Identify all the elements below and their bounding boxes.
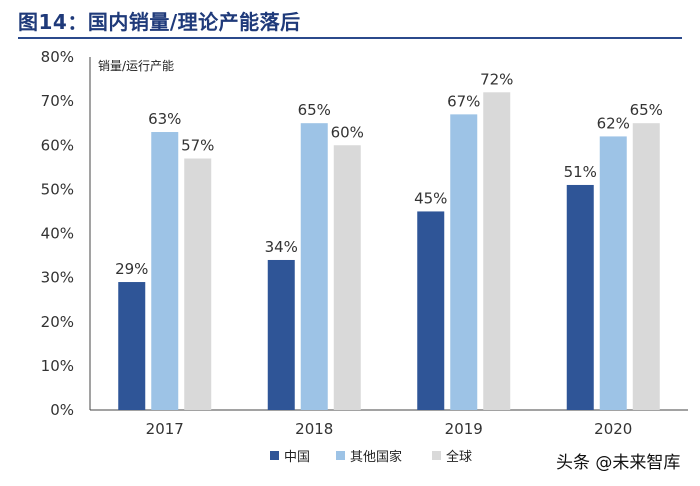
y-tick-label: 60% bbox=[41, 136, 74, 154]
x-tick-label: 2017 bbox=[146, 420, 184, 438]
bar-中国-2019 bbox=[417, 211, 445, 410]
data-label: 65% bbox=[298, 101, 331, 119]
legend-label: 其他国家 bbox=[350, 449, 402, 465]
bar-其他国家-2017 bbox=[151, 132, 179, 410]
legend-swatch-中国 bbox=[270, 451, 279, 460]
data-label: 65% bbox=[630, 101, 663, 119]
bar-全球-2018 bbox=[333, 145, 361, 410]
y-tick-label: 10% bbox=[41, 357, 74, 375]
data-label: 57% bbox=[181, 136, 214, 154]
legend-swatch-其他国家 bbox=[336, 451, 345, 460]
y-axis-label: 销量/运行产能 bbox=[98, 59, 174, 73]
data-label: 34% bbox=[265, 238, 298, 256]
legend-swatch-全球 bbox=[432, 451, 441, 460]
data-label: 60% bbox=[331, 123, 364, 141]
data-label: 67% bbox=[447, 92, 480, 110]
data-label: 72% bbox=[480, 70, 513, 88]
y-tick-label: 0% bbox=[50, 401, 74, 419]
legend-label: 全球 bbox=[446, 449, 472, 465]
bar-其他国家-2018 bbox=[300, 123, 328, 410]
x-tick-label: 2020 bbox=[594, 420, 632, 438]
y-tick-label: 50% bbox=[41, 180, 74, 198]
x-tick-label: 2018 bbox=[295, 420, 333, 438]
bar-中国-2018 bbox=[267, 259, 295, 410]
y-tick-label: 70% bbox=[41, 92, 74, 110]
chart-title: 图14：国内销量/理论产能落后 bbox=[18, 10, 301, 34]
y-tick-label: 30% bbox=[41, 269, 74, 287]
y-tick-label: 20% bbox=[41, 313, 74, 331]
data-label: 63% bbox=[148, 110, 181, 128]
bar-其他国家-2020 bbox=[599, 136, 627, 411]
data-label: 62% bbox=[597, 114, 630, 132]
x-tick-label: 2019 bbox=[445, 420, 483, 438]
title-divider bbox=[18, 37, 682, 39]
y-tick-label: 80% bbox=[41, 48, 74, 66]
data-label: 29% bbox=[115, 260, 148, 278]
legend-label: 中国 bbox=[284, 450, 310, 465]
bar-中国-2020 bbox=[566, 184, 594, 410]
bar-全球-2019 bbox=[483, 92, 511, 411]
bar-全球-2020 bbox=[632, 123, 660, 410]
bar-中国-2017 bbox=[118, 282, 146, 410]
bar-其他国家-2019 bbox=[450, 114, 478, 411]
watermark: 头条 @未来智库 bbox=[556, 453, 681, 473]
data-label: 51% bbox=[564, 163, 597, 181]
bar-全球-2017 bbox=[184, 158, 212, 410]
y-tick-label: 40% bbox=[41, 225, 74, 243]
data-label: 45% bbox=[414, 189, 447, 207]
